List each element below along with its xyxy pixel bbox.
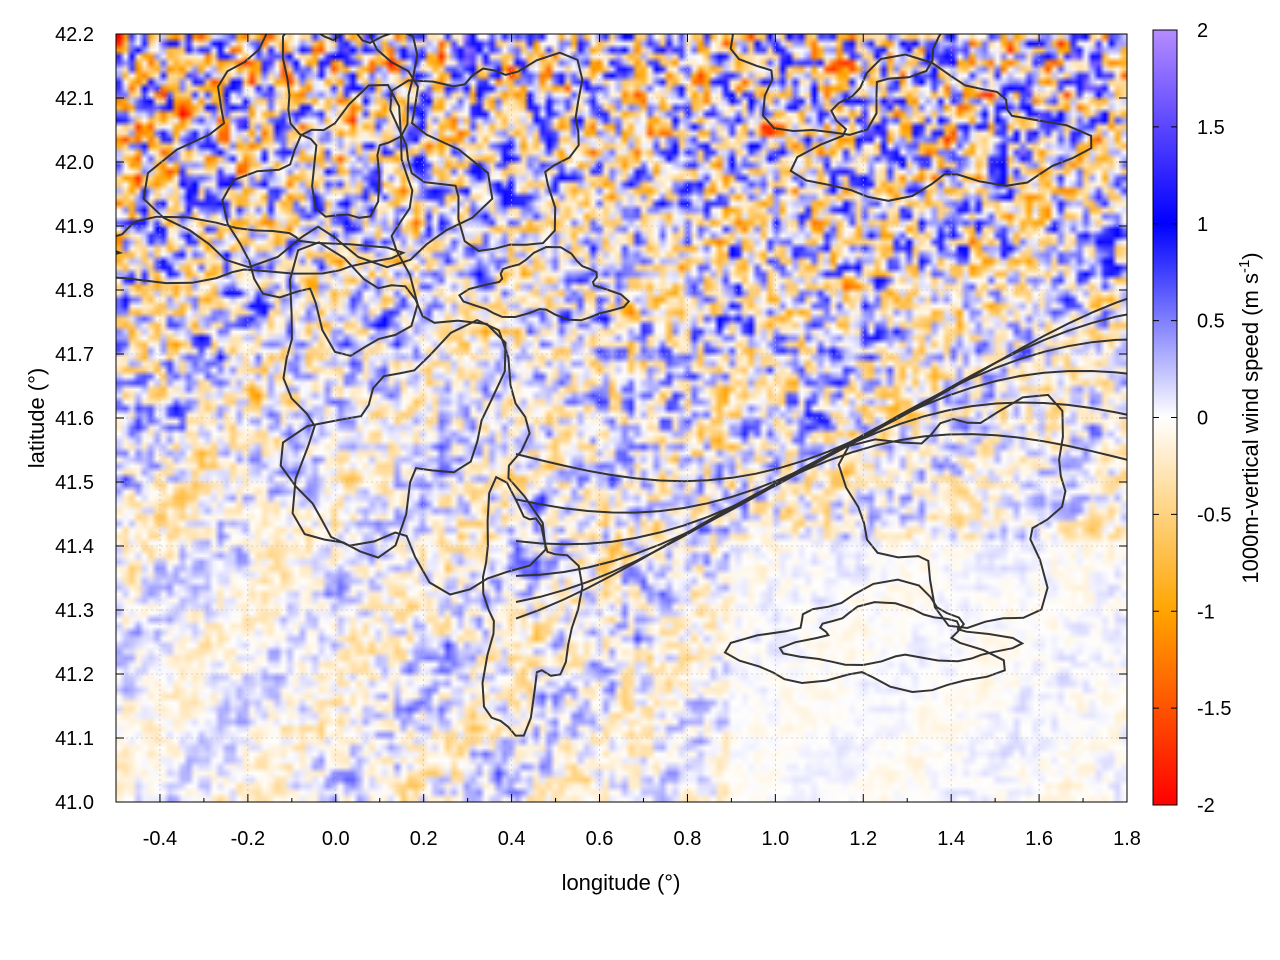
contour-line: [837, 393, 1067, 630]
contour-line: [778, 601, 1025, 667]
contour-line: [515, 433, 1127, 620]
x-tick-label: 0.4: [498, 828, 526, 850]
x-tick-label: 1.8: [1113, 828, 1141, 850]
y-tick-label: 42.0: [55, 152, 94, 174]
y-tick-label: 41.3: [55, 600, 94, 622]
grid-lines: [116, 34, 1127, 802]
colorbar-tick-label: 1: [1197, 214, 1208, 236]
x-axis-ticks: -0.4 -0.2 0.0 0.2 0.4 0.6 0.8 1.0 1.2 1.4 1.6 1.8: [115, 34, 1141, 850]
contour-line: [458, 245, 631, 322]
y-tick-label: 41.9: [55, 216, 94, 238]
x-tick-label: 1.2: [849, 828, 877, 850]
colorbar-tick-label: 0.5: [1197, 311, 1225, 333]
contour-line: [142, 34, 494, 269]
contour-line: [723, 578, 1006, 694]
y-tick-label: 41.4: [55, 536, 94, 558]
colorbar-tick-label: -1: [1197, 601, 1215, 623]
colorbar-tick-label: 1.5: [1197, 117, 1225, 139]
y-tick-label: 41.0: [55, 792, 94, 814]
y-tick-label: 41.1: [55, 728, 94, 750]
colorbar-tick-label: -2: [1197, 795, 1215, 817]
contour-line: [279, 318, 547, 596]
y-tick-label: 41.5: [55, 472, 94, 494]
x-tick-label: 1.0: [761, 828, 789, 850]
x-tick-label: -0.4: [143, 828, 177, 850]
contour-line: [116, 215, 406, 285]
x-tick-label: 0.6: [586, 828, 614, 850]
colorbar-label-close: ): [1238, 252, 1263, 259]
contour-line: [481, 475, 584, 737]
contour-line: [281, 34, 419, 219]
terrain-contours: [116, 34, 1127, 737]
x-tick-label: 0.8: [674, 828, 702, 850]
contour-line: [221, 83, 419, 357]
y-tick-label: 42.1: [55, 88, 94, 110]
contour-line: [789, 53, 1093, 202]
y-axis-label: latitude (°): [24, 368, 49, 469]
x-tick-label: 0.0: [322, 828, 350, 850]
colorbar-label-exponent: -1: [1236, 260, 1253, 273]
contour-line: [729, 34, 942, 136]
x-tick-label: -0.2: [231, 828, 265, 850]
y-tick-label: 41.6: [55, 408, 94, 430]
contour-line: [515, 401, 1127, 603]
x-axis-label: longitude (°): [562, 870, 681, 895]
contour-line: [515, 313, 1127, 514]
colorbar-label-main: 1000m-vertical wind speed (m s: [1238, 273, 1263, 584]
y-tick-label: 41.8: [55, 280, 94, 302]
colorbar-label: 1000m-vertical wind speed (m s-1): [1236, 252, 1263, 583]
x-tick-label: 1.6: [1025, 828, 1053, 850]
x-tick-label: 0.2: [410, 828, 438, 850]
contour-line: [515, 369, 1127, 577]
y-tick-label: 41.7: [55, 344, 94, 366]
y-tick-label: 42.2: [55, 24, 94, 46]
colorbar-tick-label: -1.5: [1197, 698, 1231, 720]
colorbar-tick-label: 0: [1197, 408, 1208, 430]
colorbar-ticks: 2 1.5 1 0.5 0 -0.5 -1 -1.5 -2: [1153, 20, 1231, 817]
y-axis-ticks: 41.0 41.1 41.2 41.3 41.4 41.5 41.6 41.7 41.8 41.9…: [55, 24, 1127, 814]
x-tick-label: 1.4: [937, 828, 965, 850]
y-tick-label: 41.2: [55, 664, 94, 686]
colorbar-tick-label: 2: [1197, 20, 1208, 42]
contour-line: [389, 51, 584, 252]
colorbar-tick-label: -0.5: [1197, 504, 1231, 526]
